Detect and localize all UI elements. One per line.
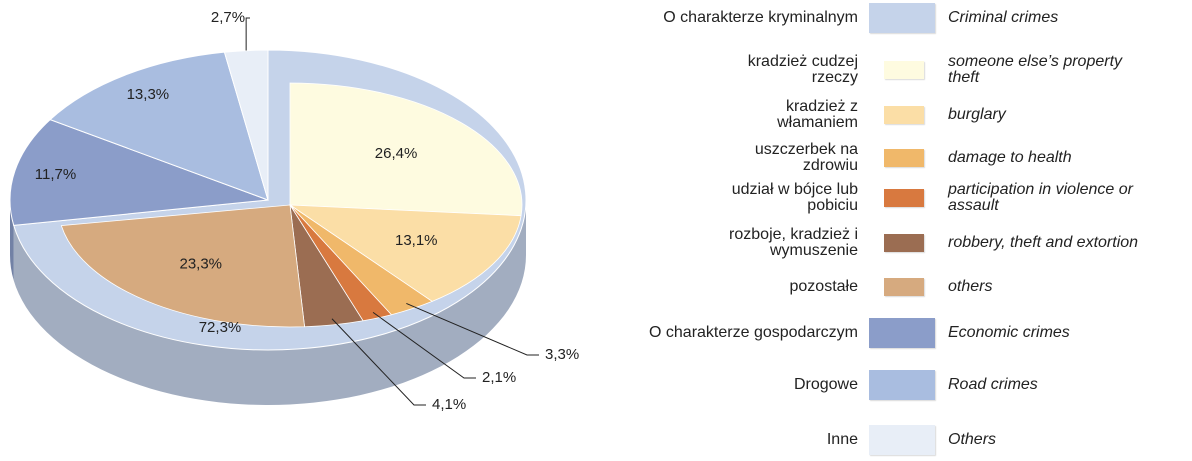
value-label: 72,3% [199,319,242,336]
legend-label-en: participation in violence or assault [948,181,1133,214]
legend-label-en: Road crimes [948,376,1038,393]
value-label: 3,3% [545,346,579,363]
value-label: 13,3% [127,86,170,103]
legend-label-en: burglary [948,106,1006,123]
breakdown-slice [288,204,522,302]
leader-line [331,318,426,406]
legend-label: O charakterze gospodarczym [649,324,858,341]
value-label: 2,1% [482,369,516,386]
legend-swatch [869,3,935,33]
breakdown-slice [60,204,306,328]
value-label: 11,7% [35,166,76,183]
legend-swatch [884,149,924,167]
pie-slice [9,119,269,226]
pie-chart: 72,3% 11,7% 13,3% 2,7% 26,4% 13,1% 3,3% 2,1% 4,1… [9,9,579,413]
legend-swatch [884,278,924,296]
leader-line [406,302,539,356]
legend-label: kradzież z włamaniem [777,98,858,131]
legend-swatch [884,234,924,252]
legend-label: Drogowe [793,376,858,393]
legend-swatch [884,189,924,207]
legend-label: pozostałe [789,278,859,295]
legend-swatch [869,425,935,455]
legend-label: O charakterze kryminalnym [663,9,858,26]
legend-label-en: someone else’s property theft [948,53,1123,86]
legend-swatch [884,106,924,124]
legend-label-en: Others [948,431,997,448]
value-label: 13,1% [395,232,438,249]
pie-side [13,200,527,405]
value-label: 2,7% [211,9,245,26]
legend-label-en: damage to health [948,149,1072,166]
legend-label-en: robbery, theft and extortion [948,234,1139,251]
legend-label: Inne [826,431,858,448]
legend-swatch [884,61,924,79]
pie-slice [49,51,269,201]
value-label: 26,4% [375,145,418,162]
legend-label-en: Criminal crimes [948,9,1059,26]
legend-label: uszczerbek na zdrowiu [754,141,858,174]
legend-label: kradzież cudzej rzeczy [747,53,858,86]
pie-side [10,200,14,281]
value-label: 23,3% [179,255,222,272]
legend-label: udział w bójce lub pobiciu [731,181,858,214]
legend-label-en: Economic crimes [948,324,1070,341]
legend-swatch [869,370,935,400]
legend-swatch [869,318,935,348]
value-label: 4,1% [432,396,466,413]
legend-label-en: others [948,278,993,295]
leader-line [245,17,250,51]
leader-line [372,311,476,379]
breakdown-slice [289,82,523,217]
legend-label: rozboje, kradzież i wymuszenie [729,226,858,259]
